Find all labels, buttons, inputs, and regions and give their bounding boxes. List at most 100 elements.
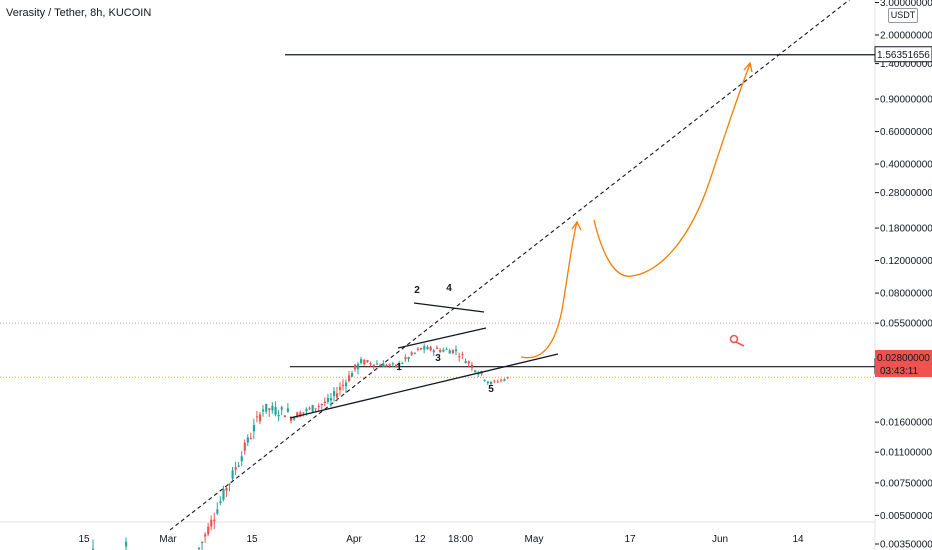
candle-body — [222, 489, 225, 500]
y-tick-label: 0.90000000 — [880, 95, 932, 106]
candle-body — [296, 412, 299, 418]
x-tick-label: Mar — [159, 534, 177, 545]
candle-body — [445, 349, 448, 351]
candle-body — [455, 349, 458, 352]
x-tick-label: 18:00 — [448, 534, 473, 545]
candle-body — [395, 364, 398, 368]
last-price-badge-bg — [875, 350, 932, 377]
marker-icon-tail — [735, 341, 745, 347]
wave-label-1: 1 — [396, 362, 402, 373]
candle-body — [420, 347, 423, 350]
candle-body — [398, 362, 401, 367]
y-tick-label: 0.18000000 — [880, 224, 932, 235]
candle-body — [330, 398, 333, 401]
y-tick-label: 0.01100000 — [880, 448, 932, 459]
candle-body — [410, 352, 413, 355]
candle-body — [486, 381, 490, 384]
candle-body — [125, 541, 128, 547]
candle-body — [401, 363, 404, 365]
projection-path-2[interactable] — [593, 63, 751, 277]
candle-body — [339, 387, 342, 390]
candle-body — [388, 364, 391, 366]
candle-body — [201, 541, 204, 543]
projection-path-1[interactable] — [520, 221, 578, 359]
y-tick-label: 1.40000000 — [880, 59, 932, 70]
x-tick-label: Apr — [346, 534, 362, 545]
x-tick-label: 12 — [414, 534, 426, 545]
candle-body — [451, 349, 455, 354]
wave-label-3: 3 — [435, 353, 441, 364]
candle-body — [369, 363, 372, 365]
candle-body — [474, 370, 477, 373]
candle-body — [252, 425, 256, 432]
candle-body — [293, 417, 296, 420]
candle-body — [265, 403, 268, 412]
candle-body — [210, 519, 213, 527]
candle-body — [372, 364, 375, 367]
currency-badge[interactable]: USDT — [888, 8, 918, 23]
candle-body — [320, 404, 323, 406]
candle-body — [500, 379, 503, 381]
candle-body — [360, 359, 363, 363]
support-trendline[interactable] — [289, 353, 559, 419]
candle-body — [207, 526, 210, 535]
candle-body — [299, 412, 302, 417]
candle-body — [323, 401, 327, 403]
wedge-lower-line[interactable] — [397, 327, 487, 349]
candle-body — [490, 381, 493, 384]
wave-label-4: 4 — [446, 283, 452, 294]
candle-body — [375, 363, 379, 365]
y-tick-label: 0.05500000 — [880, 319, 932, 330]
candle-body — [268, 408, 271, 410]
y-tick-label: 0.12000000 — [880, 256, 932, 267]
candle-body — [423, 346, 426, 350]
wave-label-2: 2 — [414, 285, 420, 296]
candle-body — [234, 467, 237, 470]
candle-body — [237, 465, 240, 467]
candle-body — [305, 408, 308, 412]
candle-body — [219, 501, 222, 503]
candle-body — [354, 364, 357, 370]
candle-body — [262, 409, 265, 412]
candle-body — [382, 363, 385, 368]
x-tick-label: 15 — [246, 534, 258, 545]
target-price-label-bg — [874, 46, 932, 63]
candle-body — [379, 364, 382, 367]
candle-body — [240, 456, 243, 462]
candle-body — [336, 393, 339, 398]
x-tick-label: Jun — [712, 534, 728, 545]
y-tick-label: 0.00500000 — [880, 511, 932, 522]
dashed-trendline[interactable] — [169, 0, 862, 531]
candle-body — [243, 442, 246, 451]
wedge-upper-line[interactable] — [413, 302, 485, 313]
candle-body — [216, 509, 219, 514]
y-tick-label: 0.28000000 — [880, 188, 932, 199]
candle-body — [363, 360, 366, 365]
candle-body — [439, 350, 442, 353]
candle-body — [198, 547, 201, 549]
candle-body — [92, 548, 95, 550]
x-tick-label: May — [525, 534, 544, 545]
target-price-label: 1.56351656 — [877, 50, 930, 61]
candle-body — [416, 348, 420, 350]
candle-body — [366, 360, 369, 363]
y-tick-label: 0.40000000 — [880, 160, 932, 171]
candle-body — [231, 470, 234, 479]
chart-title: Verasity / Tether, 8h, KUCOIN — [6, 7, 152, 19]
candle-body — [249, 438, 253, 440]
y-tick-label: 3.00000000 — [880, 0, 932, 9]
candle-body — [258, 414, 262, 422]
candle-body — [317, 406, 320, 408]
candle-body — [314, 408, 317, 410]
candle-body — [470, 364, 474, 369]
candle-body — [391, 363, 395, 365]
candle-body — [503, 379, 506, 381]
y-tick-label: 0.08000000 — [880, 289, 932, 300]
y-tick-label: 0.00750000 — [880, 478, 932, 489]
candle-body — [464, 360, 467, 364]
y-tick-label: 0.00350000 — [880, 540, 932, 550]
candle-body — [274, 407, 277, 415]
candle-body — [435, 347, 439, 349]
